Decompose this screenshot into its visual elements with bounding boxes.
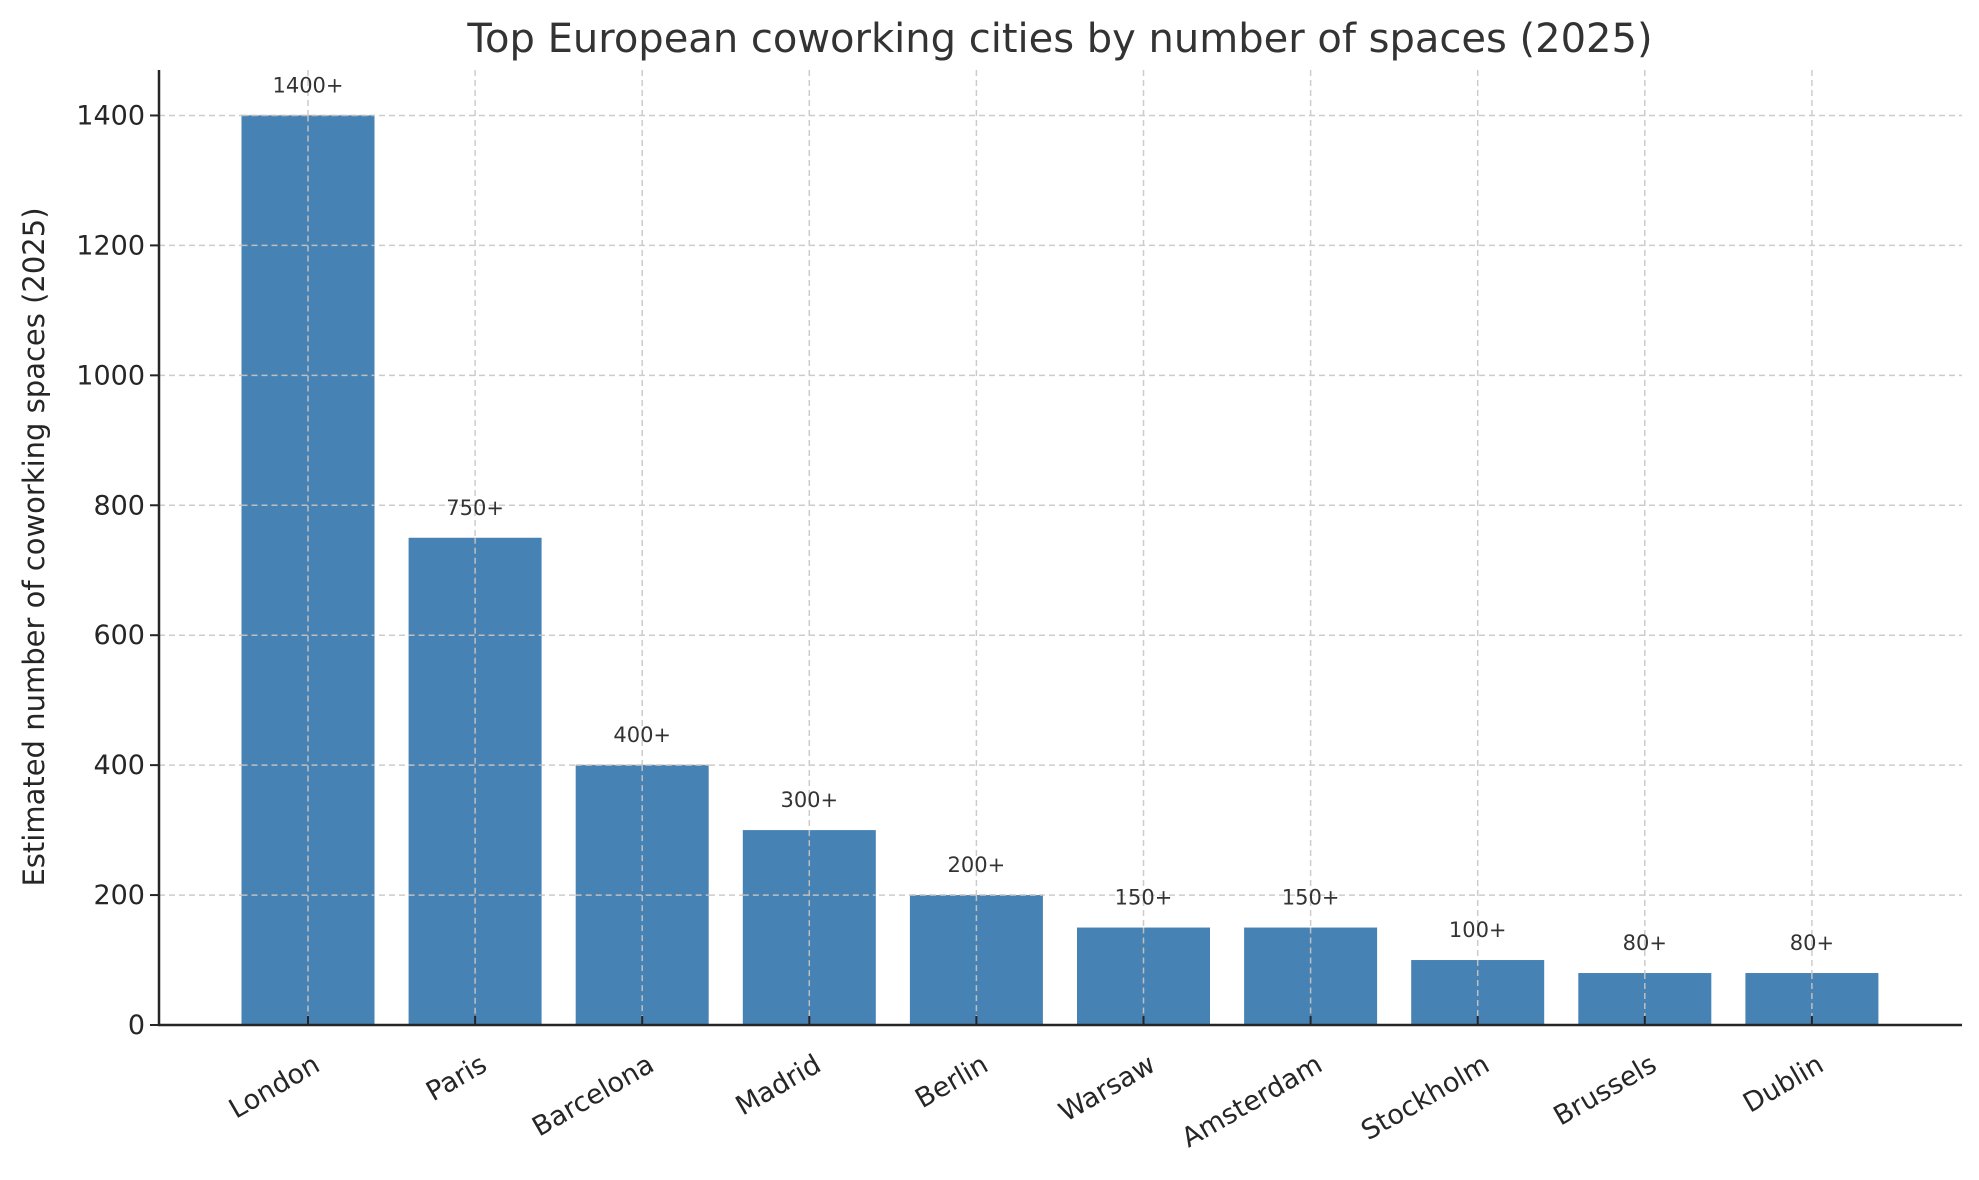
bar-value-label: 80+ xyxy=(1790,931,1834,955)
y-tick-label: 200 xyxy=(93,880,145,911)
bar-value-labels: 1400+ 750+ 400+ 300+ 200+ 150+ 150+ 100+ 80+ 80+ xyxy=(272,73,1834,955)
y-tick-label: 1000 xyxy=(76,360,145,391)
x-axis-ticks: London Paris Barcelona Madrid Berlin Warsaw Am… xyxy=(224,1016,1829,1154)
x-tick-label: Brussels xyxy=(1548,1049,1661,1132)
bar-value-label: 300+ xyxy=(780,788,838,812)
y-tick-label: 1200 xyxy=(76,230,145,261)
x-tick-label: Dublin xyxy=(1738,1049,1829,1119)
x-tick-label: London xyxy=(224,1049,325,1125)
bar-value-label: 80+ xyxy=(1623,931,1667,955)
chart-title: Top European coworking cities by number … xyxy=(466,16,1652,62)
x-tick-label: Barcelona xyxy=(527,1049,659,1143)
x-tick-label: Amsterdam xyxy=(1177,1049,1328,1154)
bar-value-label: 150+ xyxy=(1282,886,1340,910)
x-tick-label: Berlin xyxy=(910,1049,993,1115)
y-tick-label: 0 xyxy=(128,1010,145,1041)
y-tick-label: 400 xyxy=(93,750,145,781)
x-tick-label: Stockholm xyxy=(1356,1049,1495,1147)
x-tick-label: Paris xyxy=(421,1049,492,1108)
bar-value-label: 150+ xyxy=(1115,886,1173,910)
bar-value-label: 1400+ xyxy=(272,73,343,97)
y-tick-label: 1400 xyxy=(76,100,145,131)
y-axis-ticks: 0 200 400 600 800 1000 1200 1400 xyxy=(76,100,159,1041)
bar-value-label: 100+ xyxy=(1449,918,1507,942)
y-tick-label: 800 xyxy=(93,490,145,521)
bar-value-label: 200+ xyxy=(948,853,1006,877)
bars xyxy=(241,114,1879,1025)
y-axis-label: Estimated number of coworking spaces (20… xyxy=(17,207,51,886)
bar-value-label: 750+ xyxy=(446,496,504,520)
bar-value-label: 400+ xyxy=(613,723,671,747)
y-tick-label: 600 xyxy=(93,620,145,651)
x-tick-label: Madrid xyxy=(731,1049,827,1122)
x-tick-label: Warsaw xyxy=(1054,1049,1161,1129)
axes xyxy=(157,70,1962,1027)
